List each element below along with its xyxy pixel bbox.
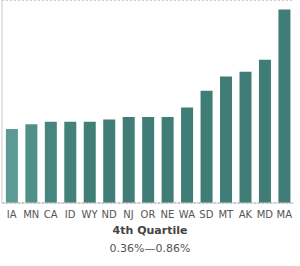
- svg-text:NJ: NJ: [123, 209, 133, 220]
- svg-text:MN: MN: [23, 209, 39, 220]
- svg-text:ID: ID: [65, 209, 76, 220]
- svg-text:MT: MT: [218, 209, 234, 220]
- svg-text:MA: MA: [277, 209, 292, 220]
- svg-text:NE: NE: [161, 209, 175, 220]
- svg-text:AK: AK: [239, 209, 253, 220]
- svg-text:SD: SD: [199, 209, 213, 220]
- svg-text:IA: IA: [8, 209, 17, 220]
- svg-text:CA: CA: [44, 209, 58, 220]
- svg-text:MD: MD: [257, 209, 274, 220]
- svg-text:OR: OR: [141, 209, 156, 220]
- svg-text:WA: WA: [179, 209, 195, 220]
- svg-text:WY: WY: [82, 209, 99, 220]
- html-text:4th Quartile: 4th Quartile: [112, 224, 188, 237]
- html-text:0.36%—0.86%: 0.36%—0.86%: [109, 242, 191, 255]
- svg-text:ND: ND: [101, 209, 116, 220]
